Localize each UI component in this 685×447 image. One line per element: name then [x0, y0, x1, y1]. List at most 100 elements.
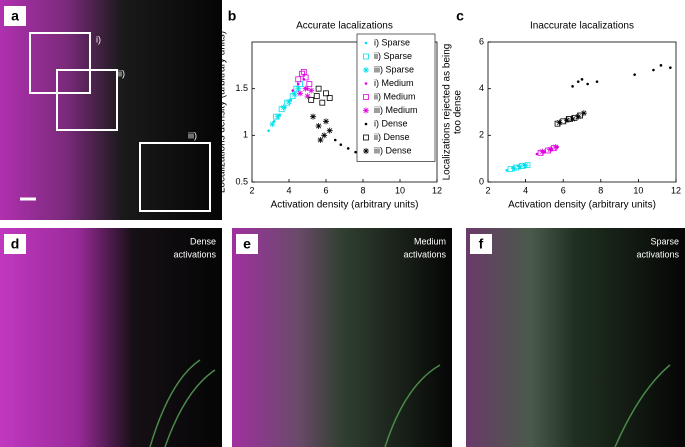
panel-label: c — [456, 8, 464, 24]
legend-label: i) Dense — [374, 118, 408, 128]
y-axis-label: Localizations rejected as being — [442, 44, 453, 181]
legend-label: iii) Sparse — [374, 64, 414, 74]
legend-label: iii) Medium — [374, 105, 418, 115]
legend-marker — [363, 107, 369, 114]
point — [291, 91, 298, 98]
legend-marker — [364, 122, 368, 126]
point — [522, 162, 529, 169]
plot-frame — [487, 41, 677, 183]
point — [269, 121, 276, 128]
point — [569, 116, 576, 122]
point — [326, 127, 333, 134]
panel-label: d — [11, 236, 20, 252]
label-box — [236, 234, 258, 254]
point — [560, 118, 567, 125]
y-tick-label: 1.5 — [235, 83, 248, 93]
legend-marker — [363, 148, 369, 154]
point — [310, 113, 317, 120]
point — [323, 118, 329, 125]
legend-marker — [363, 94, 369, 100]
legend-marker — [364, 41, 368, 45]
point — [286, 98, 292, 105]
caption: Dense — [190, 236, 216, 246]
caption: Sparse — [650, 236, 679, 246]
point — [563, 117, 570, 124]
point — [300, 68, 307, 75]
point — [278, 106, 285, 113]
point — [315, 123, 322, 129]
y-axis-label: Localizations density (arbitrary units) — [217, 31, 228, 193]
panel-label: a — [11, 8, 19, 24]
point — [304, 93, 311, 100]
legend-label: i) Medium — [374, 78, 414, 88]
legend-label: ii) Dense — [374, 132, 410, 142]
y-tick-label: 4 — [479, 83, 484, 93]
point — [308, 96, 315, 103]
x-tick-label: 12 — [432, 185, 442, 195]
point — [505, 169, 509, 172]
point — [274, 113, 281, 120]
point — [315, 85, 322, 92]
micrograph-f — [466, 228, 685, 447]
roi-label: i) — [96, 34, 101, 44]
point — [306, 81, 313, 87]
chart-title: Accurate lacalizations — [296, 21, 393, 32]
micrograph-e — [232, 228, 452, 447]
point — [333, 138, 337, 142]
point — [299, 70, 305, 77]
point — [575, 113, 582, 120]
panel-label: b — [228, 8, 237, 24]
panel-label: e — [243, 236, 251, 252]
point — [308, 87, 315, 94]
label-box — [4, 234, 26, 254]
point — [296, 82, 300, 86]
point — [313, 93, 320, 100]
x-tick-label: 10 — [633, 185, 643, 195]
point — [595, 80, 599, 83]
point — [652, 68, 655, 72]
caption: Medium — [414, 236, 446, 246]
point — [571, 85, 574, 88]
legend-label: ii) Medium — [374, 91, 416, 101]
point — [552, 144, 559, 150]
point — [272, 120, 276, 123]
point — [323, 90, 329, 97]
roi-label: ii) — [118, 68, 125, 78]
caption: activations — [403, 249, 446, 259]
chart-title: Inaccurate lacalizations — [530, 21, 634, 32]
x-tick-label: 4 — [286, 185, 291, 195]
x-tick-label: 2 — [249, 185, 254, 195]
x-tick-label: 10 — [395, 185, 405, 195]
legend-marker — [363, 67, 369, 73]
roi-box — [56, 69, 118, 131]
point — [669, 66, 672, 69]
x-tick-label: 4 — [523, 185, 528, 195]
y-tick-label: 0.5 — [235, 176, 248, 186]
x-tick-label: 6 — [323, 185, 328, 195]
x-axis-label: Activation density (arbitrary units) — [271, 200, 419, 211]
x-tick-label: 2 — [485, 185, 490, 195]
point — [295, 76, 302, 83]
roi-box — [139, 142, 211, 212]
point — [302, 74, 309, 81]
caption: activations — [173, 249, 216, 259]
label-box — [4, 6, 26, 26]
point — [280, 104, 287, 111]
point — [339, 143, 343, 146]
y-tick-label: 6 — [479, 36, 484, 46]
panel-label: f — [479, 236, 484, 252]
y-tick-label: 0 — [479, 176, 484, 186]
point — [321, 132, 328, 139]
legend-label: ii) Sparse — [374, 51, 412, 61]
x-tick-label: 8 — [598, 185, 603, 195]
legend-box — [356, 33, 436, 162]
point — [354, 150, 357, 154]
point — [516, 163, 523, 170]
point — [346, 147, 350, 150]
legend-marker — [363, 53, 369, 60]
y-tick-label: 2 — [479, 130, 484, 140]
point — [580, 110, 587, 117]
point — [633, 73, 636, 76]
y-axis-label: too dense — [453, 90, 464, 134]
